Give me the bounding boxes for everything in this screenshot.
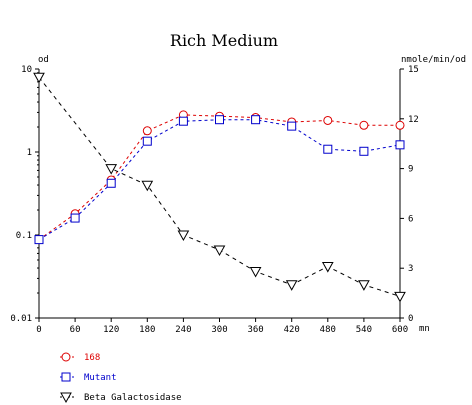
right-tick-label: 12	[408, 115, 419, 125]
axes	[38, 69, 401, 319]
data-point	[178, 116, 188, 126]
legend-item: Mutant	[60, 372, 117, 383]
data-point	[359, 146, 369, 156]
left-axis-unit: od	[38, 55, 49, 65]
data-point	[358, 280, 370, 291]
left-tick-label: 0.1	[16, 231, 32, 241]
legend-label: Mutant	[84, 373, 117, 383]
left-tick-label: 0.01	[10, 314, 32, 324]
left-tick-label: 1	[27, 148, 32, 158]
right-axis-unit: nmole/min/od	[401, 55, 466, 65]
data-point	[321, 262, 334, 273]
chart-title: Rich Medium	[170, 31, 278, 50]
x-tick-label: 60	[70, 325, 81, 335]
right-tick-label: 9	[408, 165, 413, 175]
left-tick-label: 10	[21, 65, 32, 75]
data-point	[395, 120, 405, 130]
series-line	[38, 119, 401, 241]
data-point	[105, 164, 118, 175]
data-point	[70, 213, 80, 223]
data-point	[34, 235, 44, 245]
x-tick-label: 600	[392, 325, 408, 335]
legend-item: 168	[60, 352, 100, 363]
legend-label: 168	[84, 353, 100, 363]
data-point	[213, 245, 226, 256]
data-point	[285, 280, 298, 291]
right-tick-label: 6	[408, 214, 413, 224]
right-tick-label: 15	[408, 65, 419, 75]
legend-label: Beta Galactosidase	[84, 393, 182, 403]
data-point	[323, 144, 333, 154]
data-point	[359, 120, 369, 130]
legend-item: Beta Galactosidase	[60, 392, 182, 404]
x-tick-label: 360	[247, 325, 263, 335]
data-point	[215, 115, 224, 125]
data-point	[249, 267, 262, 278]
series-0	[34, 110, 405, 245]
data-point	[323, 115, 333, 125]
x-tick-label: 540	[356, 325, 372, 335]
series-2	[33, 72, 406, 303]
data-point	[33, 72, 45, 84]
legend-marker	[61, 372, 71, 382]
right-tick-label: 0	[408, 314, 413, 324]
legend-marker	[60, 392, 72, 404]
data-point	[142, 136, 152, 146]
x-tick-label: 120	[103, 325, 119, 335]
data-point	[106, 178, 116, 188]
data-point	[142, 126, 152, 136]
x-tick-label: 480	[320, 325, 336, 335]
x-tick-label: 180	[139, 325, 155, 335]
series-1	[34, 115, 405, 245]
data-point	[141, 180, 154, 192]
legend-marker	[61, 352, 71, 362]
data-point	[395, 140, 405, 150]
x-tick-label: 0	[36, 325, 41, 335]
data-point	[287, 121, 297, 131]
data-point	[394, 291, 406, 303]
x-tick-label: 300	[211, 325, 227, 335]
series-line	[38, 76, 401, 297]
x-axis-unit: mn	[419, 324, 430, 334]
data-point	[177, 230, 190, 242]
x-tick-label: 420	[284, 325, 300, 335]
series-line	[38, 114, 400, 241]
right-tick-label: 3	[408, 264, 413, 274]
x-tick-label: 240	[175, 325, 191, 335]
data-point	[251, 115, 261, 125]
